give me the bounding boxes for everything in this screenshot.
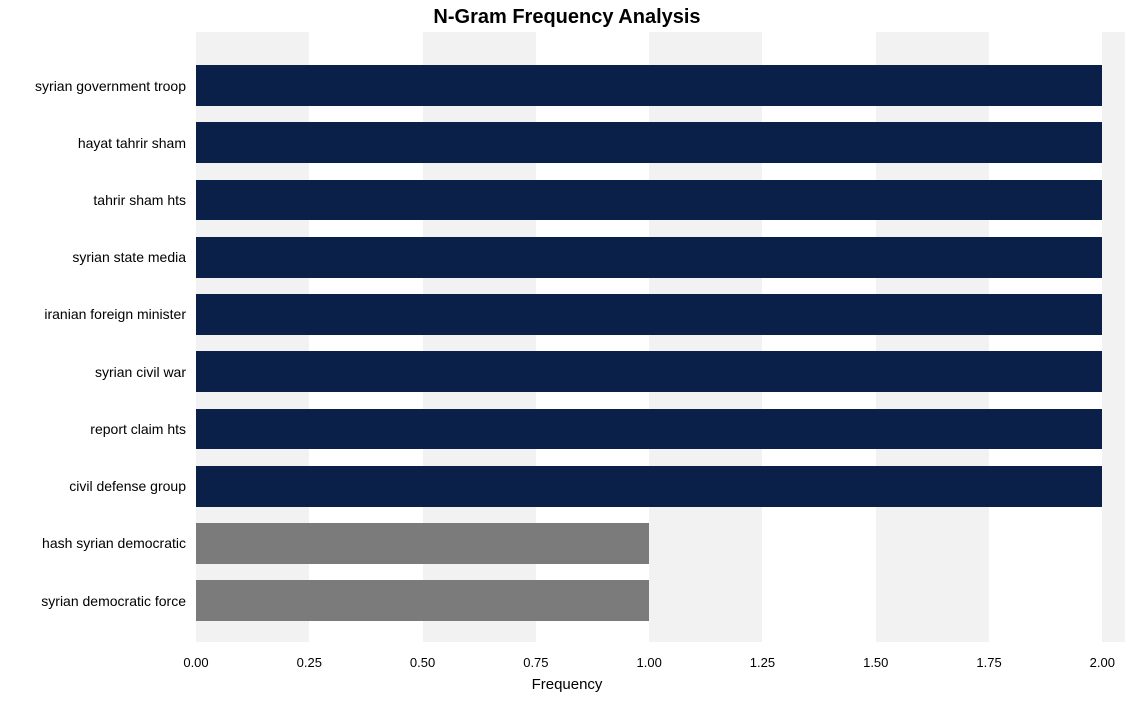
y-tick-label: iranian foreign minister xyxy=(0,306,186,322)
y-tick-label: syrian government troop xyxy=(0,78,186,94)
y-tick-label: tahrir sham hts xyxy=(0,192,186,208)
bar xyxy=(196,466,1102,507)
x-tick-label: 1.25 xyxy=(750,655,775,670)
bar xyxy=(196,294,1102,335)
ngram-chart: N-Gram Frequency Analysis Frequency syri… xyxy=(0,0,1134,701)
x-tick-label: 0.50 xyxy=(410,655,435,670)
bar xyxy=(196,180,1102,221)
y-tick-label: report claim hts xyxy=(0,421,186,437)
x-tick-label: 0.00 xyxy=(183,655,208,670)
x-tick-label: 0.25 xyxy=(297,655,322,670)
x-tick-label: 1.00 xyxy=(637,655,662,670)
y-tick-label: syrian state media xyxy=(0,249,186,265)
y-tick-label: hash syrian democratic xyxy=(0,535,186,551)
y-tick-label: syrian democratic force xyxy=(0,593,186,609)
bar xyxy=(196,65,1102,106)
bar xyxy=(196,409,1102,450)
x-tick-label: 2.00 xyxy=(1090,655,1115,670)
x-axis-title: Frequency xyxy=(0,676,1134,693)
chart-title: N-Gram Frequency Analysis xyxy=(0,6,1134,29)
bar xyxy=(196,122,1102,163)
y-tick-label: syrian civil war xyxy=(0,364,186,380)
grid-stripe xyxy=(1102,32,1125,642)
x-tick-label: 0.75 xyxy=(523,655,548,670)
plot-area xyxy=(196,32,1125,642)
x-tick-label: 1.50 xyxy=(863,655,888,670)
x-tick-label: 1.75 xyxy=(976,655,1001,670)
bar xyxy=(196,237,1102,278)
bar xyxy=(196,580,649,621)
y-tick-label: civil defense group xyxy=(0,478,186,494)
y-tick-label: hayat tahrir sham xyxy=(0,135,186,151)
bar xyxy=(196,523,649,564)
bar xyxy=(196,351,1102,392)
